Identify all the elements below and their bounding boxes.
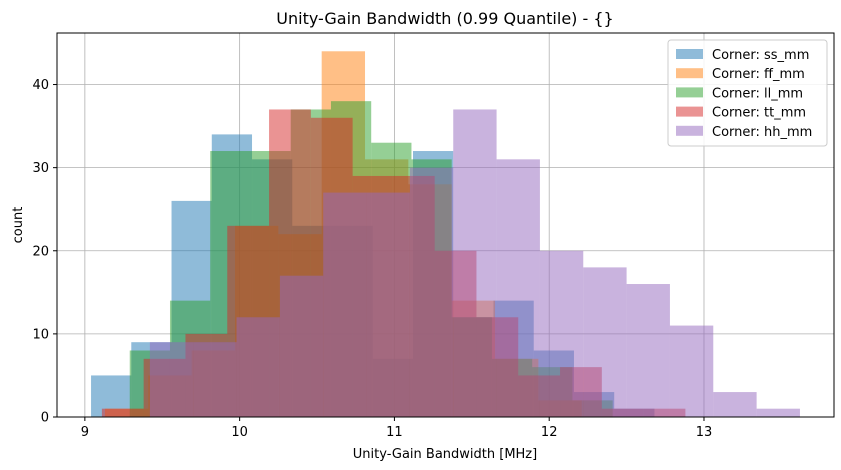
x-tick-label: 9 <box>81 425 89 440</box>
x-axis-label: Unity-Gain Bandwidth [MHz] <box>353 447 537 462</box>
histogram-bar <box>323 192 367 417</box>
legend-swatch <box>676 125 703 136</box>
x-tick-label: 13 <box>696 425 713 440</box>
histogram-bar <box>539 250 584 417</box>
histogram-bar <box>366 192 410 417</box>
legend-swatch <box>676 87 703 98</box>
histogram-bar <box>149 342 194 417</box>
histogram-bar <box>236 317 280 417</box>
legend-label: Corner: ss_mm <box>712 48 809 63</box>
x-tick-label: 12 <box>541 425 558 440</box>
y-tick-label: 30 <box>32 161 49 176</box>
chart-title: Unity-Gain Bandwidth (0.99 Quantile) - {… <box>276 9 613 28</box>
histogram-bar <box>409 167 454 417</box>
y-tick-label: 40 <box>32 78 49 93</box>
legend-label: Corner: hh_mm <box>712 125 812 140</box>
histogram-bar <box>713 392 757 417</box>
legend-swatch <box>676 106 703 117</box>
legend: Corner: ss_mm Corner: ff_mm Corner: ll_mm C… <box>667 39 828 147</box>
y-axis-ticks: 0 10 20 30 40 <box>32 78 57 426</box>
legend-label: Corner: ll_mm <box>712 86 803 101</box>
x-axis-ticks: 9 10 11 12 13 <box>81 417 713 440</box>
y-tick-label: 0 <box>41 411 49 426</box>
histogram-bar <box>101 408 144 417</box>
series-5-bars <box>149 109 800 418</box>
histogram-bar <box>279 275 324 417</box>
histogram-bar <box>496 159 540 418</box>
legend-label: Corner: tt_mm <box>712 106 806 121</box>
y-tick-label: 10 <box>32 327 49 342</box>
histogram-bar <box>626 284 670 417</box>
histogram-bars <box>91 51 800 418</box>
histogram-bar <box>453 109 497 417</box>
legend-swatch <box>676 68 703 79</box>
y-tick-label: 20 <box>32 244 49 259</box>
y-axis-label: count <box>11 207 26 244</box>
histogram-bar <box>193 342 237 417</box>
legend-box <box>667 39 828 147</box>
histogram-bar <box>756 408 800 417</box>
legend-swatch <box>676 49 703 59</box>
histogram-bar <box>669 325 714 417</box>
histogram-bar <box>583 267 627 417</box>
x-tick-label: 11 <box>386 425 403 440</box>
plot-frame <box>56 32 835 418</box>
x-tick-label: 10 <box>231 425 248 440</box>
legend-label: Corner: ff_mm <box>712 67 805 82</box>
